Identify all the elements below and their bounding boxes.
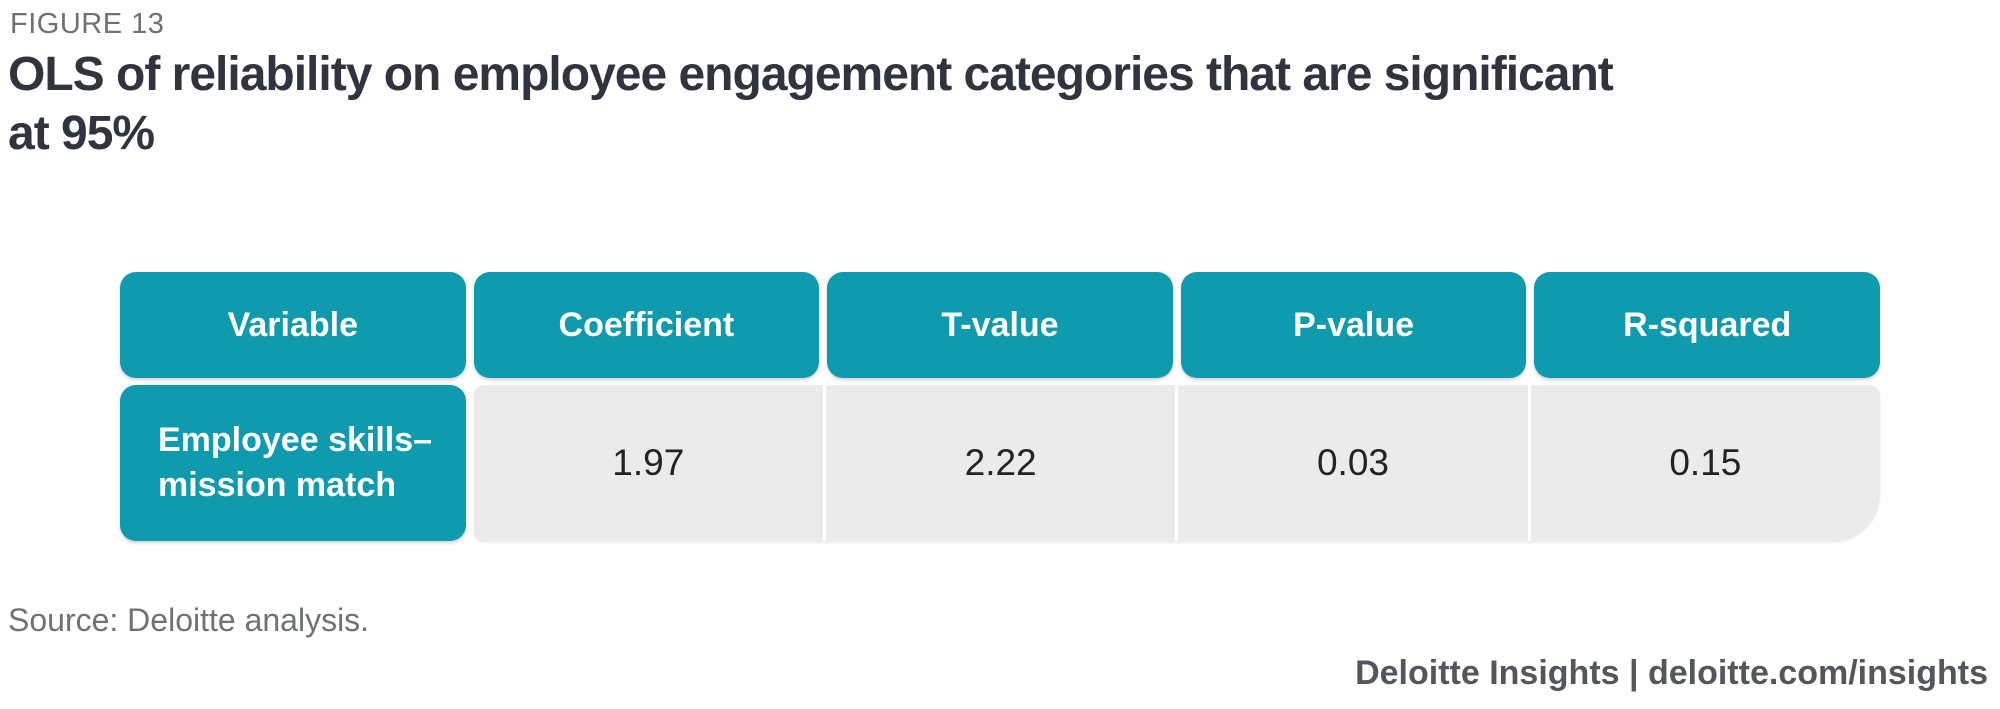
- cell-coefficient-value: 1.97: [612, 442, 685, 483]
- header-cell-variable: Variable: [120, 272, 466, 378]
- table-row: 1.97 2.22 0.03 0.15: [473, 385, 1880, 541]
- cell-p-value: 0.03: [1175, 385, 1527, 541]
- source-note: Source: Deloitte analysis.: [8, 602, 370, 638]
- header-cell-r-squared: R-squared: [1534, 272, 1880, 378]
- deloitte-insights-branding: Deloitte Insights | deloitte.com/insight…: [1355, 654, 1988, 692]
- figure-label: FIGURE 13: [10, 8, 165, 40]
- cell-r-squared-value: 0.15: [1527, 385, 1880, 541]
- cell-t-value: 2.22: [822, 385, 1175, 541]
- header-cell-p-value: P-value: [1180, 272, 1527, 378]
- ols-results-table: Variable Coefficient T-value P-value R-s…: [120, 272, 1880, 541]
- header-cell-coefficient: Coefficient: [473, 272, 820, 378]
- row-variable-cell: Employee skills–mission match: [120, 385, 466, 541]
- header-cell-t-value: T-value: [827, 272, 1173, 378]
- figure-title: OLS of reliability on employee engagemen…: [8, 48, 1614, 160]
